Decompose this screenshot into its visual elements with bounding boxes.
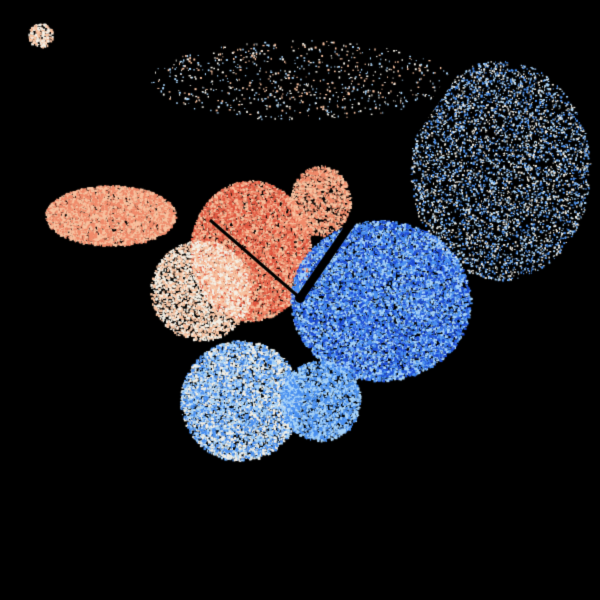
radar-image bbox=[0, 0, 600, 600]
radar-velocity-canvas bbox=[0, 0, 600, 600]
